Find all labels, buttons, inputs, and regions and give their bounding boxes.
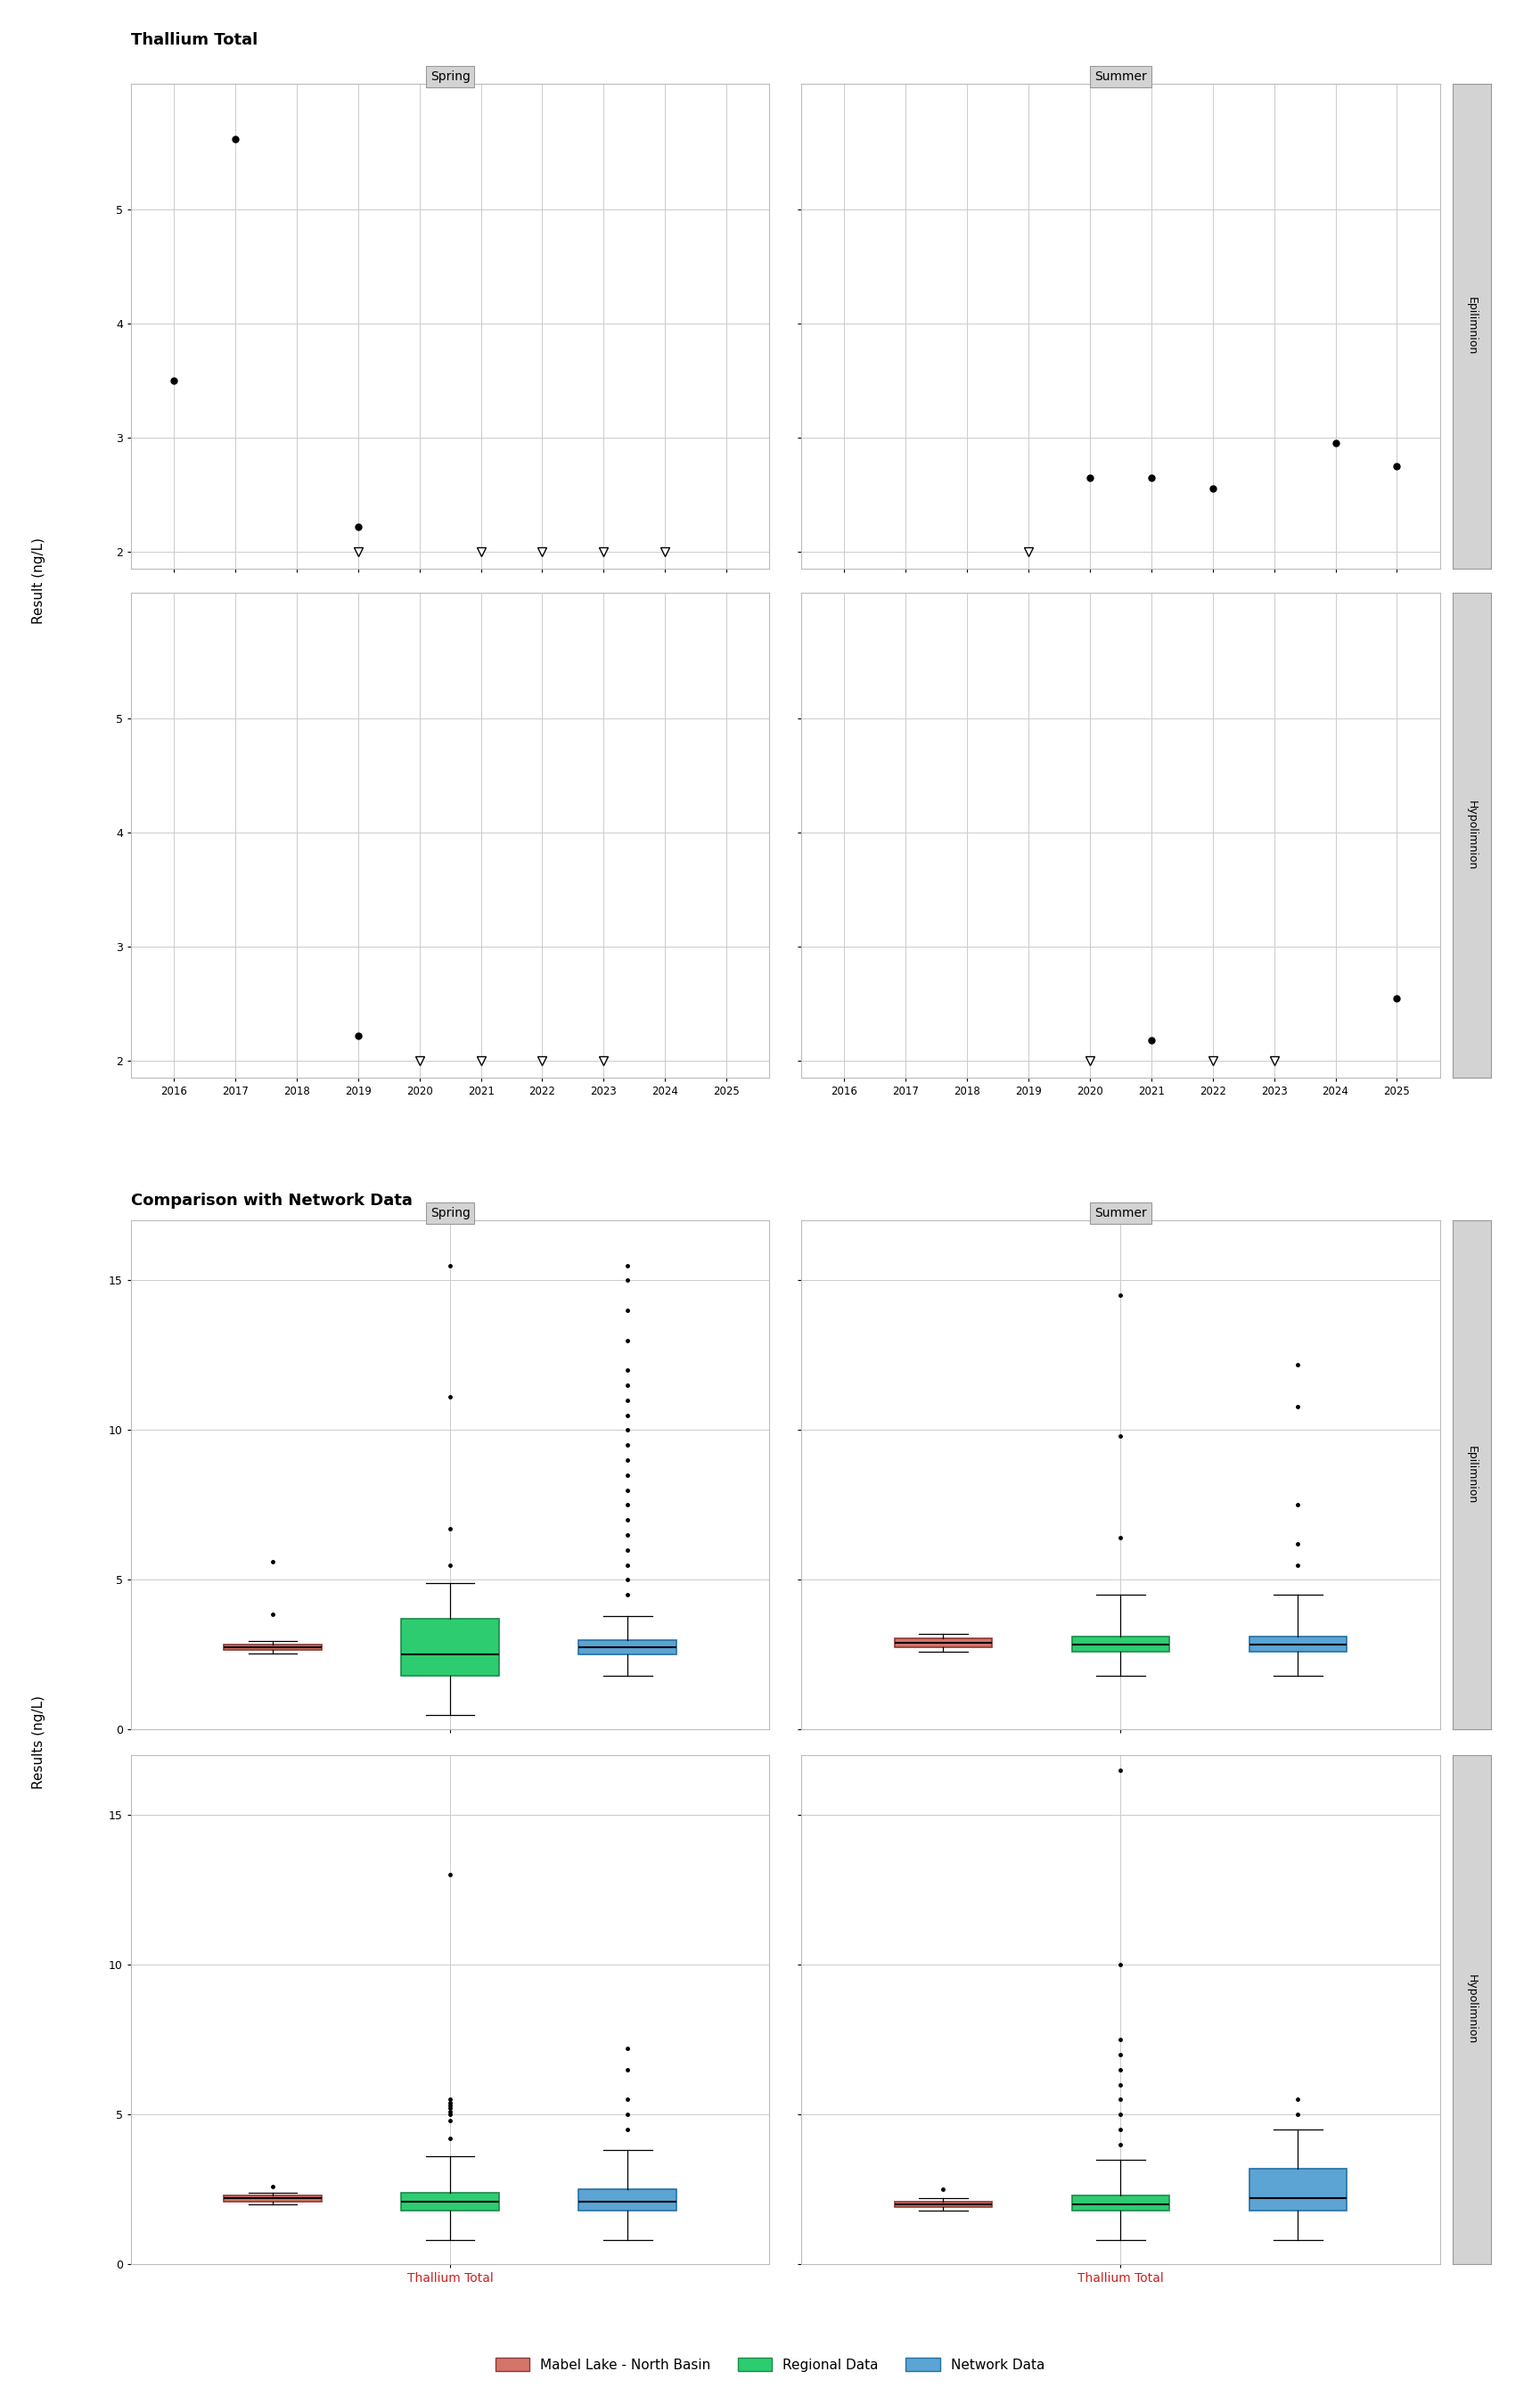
PathPatch shape [895,2202,992,2207]
PathPatch shape [402,2192,499,2212]
Text: Comparison with Network Data: Comparison with Network Data [131,1193,413,1208]
Text: Hypolimnion: Hypolimnion [1466,1974,1477,2044]
Legend: Mabel Lake - North Basin, Regional Data, Network Data: Mabel Lake - North Basin, Regional Data,… [490,2353,1050,2377]
PathPatch shape [1072,2195,1169,2212]
PathPatch shape [579,1639,676,1656]
PathPatch shape [223,2195,322,2202]
PathPatch shape [579,2190,676,2212]
PathPatch shape [1072,1636,1169,1651]
PathPatch shape [402,1620,499,1675]
PathPatch shape [1249,2168,1348,2212]
PathPatch shape [223,1644,322,1651]
Text: Epilimnion: Epilimnion [1466,297,1477,355]
Text: Epilimnion: Epilimnion [1466,1447,1477,1505]
Title: Spring: Spring [430,69,470,84]
Title: Spring: Spring [430,1208,470,1220]
Text: Thallium Total: Thallium Total [131,31,257,48]
PathPatch shape [895,1639,992,1648]
Title: Summer: Summer [1095,69,1147,84]
Text: Hypolimnion: Hypolimnion [1466,800,1477,870]
Text: Result (ng/L): Result (ng/L) [32,537,45,623]
Text: Results (ng/L): Results (ng/L) [32,1696,45,1790]
PathPatch shape [1249,1636,1348,1651]
Title: Summer: Summer [1095,1208,1147,1220]
